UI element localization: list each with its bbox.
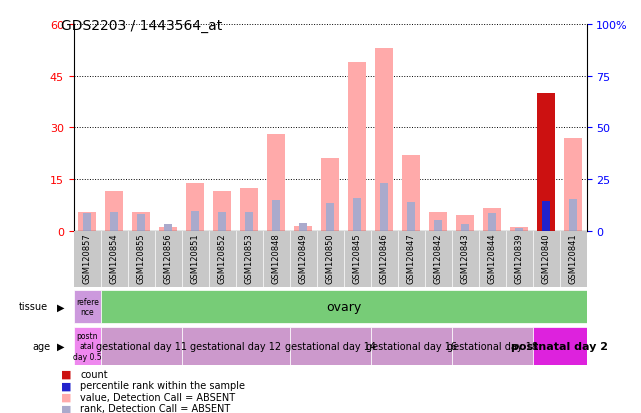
- Text: ■: ■: [61, 380, 71, 390]
- Text: GSM120849: GSM120849: [299, 233, 308, 283]
- Text: postnatal day 2: postnatal day 2: [511, 341, 608, 351]
- Text: ▶: ▶: [57, 341, 65, 351]
- Text: gestational day 12: gestational day 12: [190, 341, 281, 351]
- Bar: [299, 223, 307, 231]
- Bar: [488, 214, 496, 231]
- Bar: [272, 200, 280, 231]
- Text: refere
nce: refere nce: [76, 297, 99, 316]
- Bar: [110, 213, 118, 231]
- Text: GSM120841: GSM120841: [569, 233, 578, 283]
- Bar: [267, 135, 285, 231]
- Bar: [564, 138, 582, 231]
- Text: GSM120839: GSM120839: [515, 233, 524, 284]
- Text: GSM120847: GSM120847: [406, 233, 415, 284]
- Bar: [429, 212, 447, 231]
- Text: count: count: [80, 369, 108, 379]
- Bar: [290, 327, 370, 365]
- Text: GSM120854: GSM120854: [110, 233, 119, 283]
- Text: ■: ■: [61, 404, 71, 413]
- Text: GSM120840: GSM120840: [542, 233, 551, 283]
- Text: postn
atal
day 0.5: postn atal day 0.5: [73, 331, 101, 361]
- Text: age: age: [32, 341, 50, 351]
- Bar: [164, 224, 172, 231]
- Bar: [348, 63, 366, 231]
- Bar: [326, 204, 334, 231]
- Text: GSM120852: GSM120852: [218, 233, 227, 283]
- Text: gestational day 14: gestational day 14: [285, 341, 376, 351]
- Text: GSM120853: GSM120853: [245, 233, 254, 284]
- Text: GSM120850: GSM120850: [326, 233, 335, 283]
- Bar: [380, 184, 388, 231]
- Text: GSM120848: GSM120848: [272, 233, 281, 284]
- Bar: [246, 213, 253, 231]
- Bar: [370, 327, 451, 365]
- Text: GDS2203 / 1443564_at: GDS2203 / 1443564_at: [61, 19, 222, 33]
- Bar: [137, 215, 145, 231]
- Text: percentile rank within the sample: percentile rank within the sample: [80, 380, 245, 390]
- Bar: [407, 202, 415, 231]
- Text: GSM120843: GSM120843: [461, 233, 470, 284]
- Bar: [191, 211, 199, 231]
- Text: ■: ■: [61, 369, 71, 379]
- Text: GSM120851: GSM120851: [190, 233, 199, 283]
- Bar: [461, 224, 469, 231]
- Text: rank, Detection Call = ABSENT: rank, Detection Call = ABSENT: [80, 404, 230, 413]
- Text: GSM120845: GSM120845: [353, 233, 362, 283]
- Bar: [240, 188, 258, 231]
- Bar: [83, 214, 91, 231]
- Text: gestational day 16: gestational day 16: [365, 341, 456, 351]
- Bar: [456, 216, 474, 231]
- Bar: [434, 221, 442, 231]
- Bar: [218, 213, 226, 231]
- Bar: [515, 228, 523, 231]
- Bar: [353, 198, 361, 231]
- Text: GSM120846: GSM120846: [379, 233, 388, 284]
- Bar: [483, 209, 501, 231]
- Text: GSM120844: GSM120844: [488, 233, 497, 283]
- Bar: [321, 159, 339, 231]
- Bar: [105, 192, 123, 231]
- Text: GSM120856: GSM120856: [163, 233, 172, 284]
- Text: gestational day 18: gestational day 18: [447, 341, 538, 351]
- Bar: [160, 228, 177, 231]
- Text: GSM120855: GSM120855: [137, 233, 146, 283]
- Text: ▶: ▶: [57, 301, 65, 312]
- Bar: [403, 156, 420, 231]
- Bar: [181, 327, 290, 365]
- Text: GSM120842: GSM120842: [433, 233, 442, 283]
- Bar: [376, 49, 393, 231]
- Bar: [537, 94, 555, 231]
- Text: value, Detection Call = ABSENT: value, Detection Call = ABSENT: [80, 392, 235, 402]
- Bar: [510, 228, 528, 231]
- Text: gestational day 11: gestational day 11: [96, 341, 187, 351]
- Bar: [74, 327, 101, 365]
- Bar: [101, 327, 181, 365]
- Bar: [78, 212, 96, 231]
- Text: GSM120857: GSM120857: [83, 233, 92, 284]
- Bar: [451, 327, 533, 365]
- Bar: [542, 202, 549, 231]
- Bar: [213, 192, 231, 231]
- Bar: [294, 226, 312, 231]
- Bar: [187, 183, 204, 231]
- Bar: [533, 327, 587, 365]
- Bar: [569, 199, 577, 231]
- Text: ■: ■: [61, 392, 71, 402]
- Bar: [133, 212, 150, 231]
- Text: ovary: ovary: [326, 300, 362, 313]
- Text: tissue: tissue: [19, 301, 48, 312]
- Bar: [74, 290, 101, 323]
